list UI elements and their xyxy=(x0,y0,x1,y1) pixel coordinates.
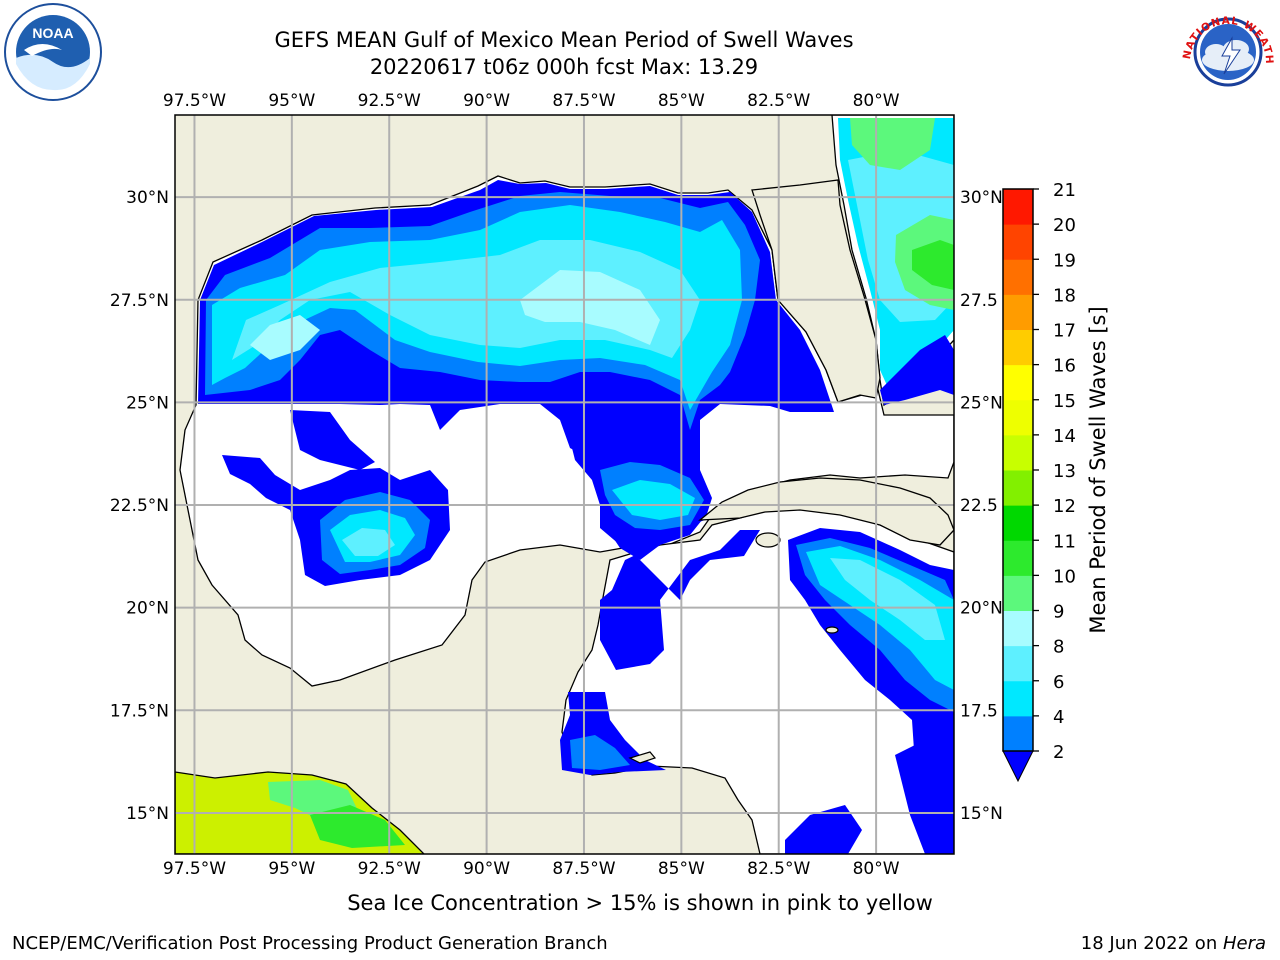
swell-field-north-pale2 xyxy=(250,315,320,360)
colorbar-segment xyxy=(1003,399,1033,436)
footer-credit: NCEP/EMC/Verification Post Processing Pr… xyxy=(12,933,608,954)
swell-field-honduras-mid xyxy=(570,735,630,770)
lon-label-bottom: 97.5°W xyxy=(163,859,226,879)
cuba xyxy=(698,477,954,546)
colorbar-tick-label: 15 xyxy=(1053,391,1076,412)
lat-label-right: 17.5 xyxy=(960,701,998,721)
swell-field-north-pale xyxy=(520,270,660,345)
colorbar-tick-label: 6 xyxy=(1053,672,1064,693)
colorbar-segment xyxy=(1003,715,1033,752)
isla-juventud xyxy=(755,532,781,548)
lat-label-left: 27.5°N xyxy=(110,291,169,311)
colorbar-segment xyxy=(1003,329,1033,366)
colorbar-tick-label: 21 xyxy=(1053,180,1076,201)
colorbar-segment xyxy=(1003,294,1033,330)
lat-label-right: 20°N xyxy=(960,599,1003,619)
lat-label-left: 25°N xyxy=(126,393,169,413)
chart-subtitle: 20220617 t06z 000h fcst Max: 13.29 xyxy=(369,55,759,79)
lon-label-bottom: 80°W xyxy=(853,859,900,879)
lon-label-top: 85°W xyxy=(658,91,705,111)
swell-field-atlantic-blue xyxy=(880,335,954,405)
lat-label-right: 22.5 xyxy=(960,496,998,516)
footer-machine: Hera xyxy=(1222,933,1266,954)
map-frame xyxy=(174,114,955,855)
lon-label-top: 95°W xyxy=(268,91,315,111)
colorbar-tick-label: 20 xyxy=(1053,215,1076,236)
lat-label-left: 15°N xyxy=(126,804,169,824)
colorbar-tick-label: 2 xyxy=(1053,742,1064,763)
bay-islands xyxy=(628,751,657,764)
lon-label-top: 97.5°W xyxy=(163,91,226,111)
colorbar-tick-label: 12 xyxy=(1053,496,1076,517)
lat-label-left: 30°N xyxy=(126,188,169,208)
lat-label-right: 15°N xyxy=(960,804,1003,824)
colorbar-tick-label: 4 xyxy=(1053,707,1064,728)
cayman-islands xyxy=(825,626,839,634)
noaa-logo-text: NOAA xyxy=(32,25,73,41)
colorbar-tick-label: 9 xyxy=(1053,602,1064,623)
nws-logo: NATIONAL WEATHER SERVICE xyxy=(1178,2,1275,99)
lat-label-right: 27.5 xyxy=(960,291,998,311)
colorbar-tick-label: 10 xyxy=(1053,566,1076,587)
lon-label-top: 90°W xyxy=(463,91,510,111)
colorbar-tick-label: 8 xyxy=(1053,637,1064,658)
swell-field-atlantic-green xyxy=(850,118,935,170)
swell-field-channel-cyan xyxy=(612,480,695,520)
lat-label-left: 17.5°N xyxy=(110,701,169,721)
lon-label-top: 82.5°W xyxy=(747,91,810,111)
colorbar-segment xyxy=(1003,610,1033,647)
swell-field-south-blue2 xyxy=(895,745,954,854)
swell-field-carib-light xyxy=(830,558,945,640)
swell-field-west-light xyxy=(342,528,395,556)
colorbar-segment xyxy=(1003,575,1033,611)
lon-label-bottom: 85°W xyxy=(658,859,705,879)
lon-label-bottom: 90°W xyxy=(463,859,510,879)
noaa-logo: NOAA xyxy=(4,3,102,101)
swell-field-carib-cyan xyxy=(806,546,954,690)
swell-field-south-blue xyxy=(785,805,862,854)
lat-label-right: 25°N xyxy=(960,393,1003,413)
pacific-swell-green xyxy=(310,805,405,848)
colorbar-tick-label: 17 xyxy=(1053,321,1076,342)
lon-label-top: 80°W xyxy=(853,91,900,111)
colorbar-segment xyxy=(1003,645,1033,682)
tick-labels: 97.5°W 97.5°W 95°W 95°W 92.5°W 92.5°W 90°W 90°W… xyxy=(110,91,1003,879)
lon-label-bottom: 87.5°W xyxy=(552,859,615,879)
colorbar-segment xyxy=(1003,224,1033,260)
lat-label-left: 22.5°N xyxy=(110,496,169,516)
colorbar-tick-label: 11 xyxy=(1053,531,1076,552)
colorbar-segment xyxy=(1003,364,1033,401)
colorbar-segment xyxy=(1003,680,1033,717)
lat-label-left: 20°N xyxy=(126,599,169,619)
colorbar-segment xyxy=(1003,189,1033,225)
lat-label-right: 30°N xyxy=(960,188,1003,208)
colorbar-tick-label: 18 xyxy=(1053,285,1076,306)
colorbar-tick-label: 19 xyxy=(1053,250,1076,271)
colorbar-tick-label: 13 xyxy=(1053,461,1076,482)
colorbar-segment xyxy=(1003,540,1033,576)
colorbar: 2 4 6 8 9 10 11 12 13 14 15 16 17 18 19 20 21 xyxy=(1002,180,1076,783)
colorbar-tick-label: 16 xyxy=(1053,356,1076,377)
gridlines xyxy=(175,115,954,854)
lon-label-bottom: 95°W xyxy=(268,859,315,879)
footer-date: 18 Jun 2022 on Hera xyxy=(1081,933,1266,954)
lon-label-top: 87.5°W xyxy=(552,91,615,111)
chart-title: GEFS MEAN Gulf of Mexico Mean Period of … xyxy=(274,28,854,52)
colorbar-title: Mean Period of Swell Waves [s] xyxy=(1086,306,1110,634)
swell-field-west-blue2 xyxy=(290,410,375,470)
lon-label-bottom: 82.5°W xyxy=(747,859,810,879)
footer-date-text: 18 Jun 2022 on xyxy=(1080,933,1223,954)
lon-label-bottom: 92.5°W xyxy=(358,859,421,879)
colorbar-tick-label: 14 xyxy=(1053,426,1076,447)
lon-label-top: 92.5°W xyxy=(358,91,421,111)
colorbar-segment xyxy=(1003,434,1033,471)
colorbar-arrow xyxy=(1002,750,1034,783)
swell-field-atlantic-green3 xyxy=(912,240,954,290)
colorbar-segment xyxy=(1003,505,1033,541)
sea-ice-note: Sea Ice Concentration > 15% is shown in … xyxy=(347,891,933,915)
colorbar-segment xyxy=(1003,259,1033,295)
colorbar-segment xyxy=(1003,470,1033,506)
